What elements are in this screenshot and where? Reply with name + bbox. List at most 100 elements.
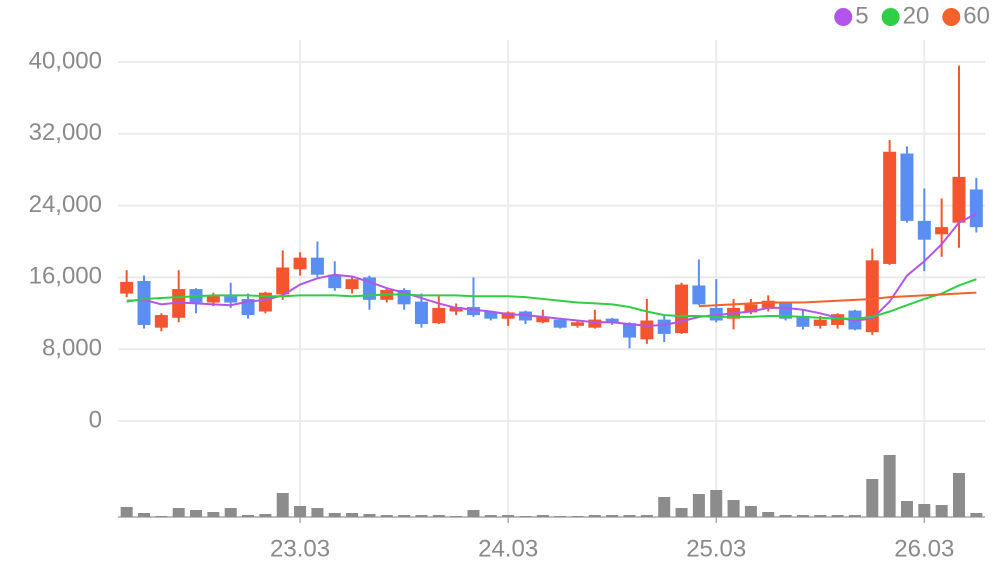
volume-bar <box>796 515 809 517</box>
candle-body <box>675 284 689 334</box>
candle-body <box>900 153 914 221</box>
candle-body <box>553 319 567 328</box>
candle-body <box>588 319 602 328</box>
volume-bar <box>415 515 428 517</box>
volume-bar <box>727 500 740 517</box>
x-tick-label: 23.03 <box>270 535 330 562</box>
candle-body <box>137 280 151 325</box>
volume-bar <box>623 515 636 517</box>
candle-body <box>883 151 897 264</box>
volume-bar <box>294 506 307 517</box>
volume-bar <box>831 515 844 517</box>
ma-line <box>698 291 977 308</box>
volume-bar <box>970 513 983 517</box>
candle-body <box>414 301 428 325</box>
volume-bar <box>588 515 601 517</box>
volume-bar <box>172 508 185 517</box>
candle-body <box>276 267 290 295</box>
y-tick-label: 16,000 <box>29 263 102 290</box>
volume-bar <box>120 507 133 517</box>
volume-bar <box>554 516 567 517</box>
candle-body <box>865 260 879 333</box>
y-tick-label: 8,000 <box>42 335 102 362</box>
candle-body <box>605 318 619 324</box>
candle-body <box>328 274 342 289</box>
volume-bar <box>311 508 324 517</box>
legend-marker <box>942 8 961 26</box>
volume-bar <box>155 516 168 517</box>
volume-bar <box>502 515 515 517</box>
legend-label: 20 <box>903 2 930 29</box>
volume-bar <box>675 508 688 517</box>
volume-bar <box>848 515 861 517</box>
volume-bar <box>640 515 653 517</box>
candle-body <box>449 307 463 312</box>
volume-bar <box>346 513 359 517</box>
volume-bar <box>519 516 532 517</box>
legend-marker <box>834 8 853 26</box>
candle-body <box>657 319 671 334</box>
candle-body <box>154 315 168 328</box>
volume-bar <box>658 497 671 517</box>
y-tick-label: 0 <box>89 406 102 433</box>
volume-bar <box>710 490 723 517</box>
volume-bar <box>536 515 549 517</box>
candle-body <box>796 315 810 327</box>
volume-bar <box>918 504 931 517</box>
ma-line <box>126 212 977 327</box>
candle-body <box>345 279 359 290</box>
volume-bar <box>432 515 445 517</box>
candle-body <box>969 189 983 228</box>
candle-body <box>310 257 324 275</box>
candle-body <box>432 307 446 324</box>
y-tick-label: 32,000 <box>29 119 102 146</box>
volume-bar <box>900 501 913 517</box>
volume-bar <box>190 510 203 517</box>
volume-bar <box>207 512 220 517</box>
x-tick-label: 26.03 <box>894 535 954 562</box>
candle-body <box>258 292 272 312</box>
volume-bar <box>224 508 237 517</box>
volume-bar <box>363 514 376 517</box>
volume-bar <box>762 512 775 517</box>
candle-body <box>293 257 307 270</box>
volume-bar <box>866 479 879 517</box>
volume-bar <box>467 510 480 517</box>
volume-bar <box>779 515 792 517</box>
candle-body <box>952 176 966 223</box>
candle-body <box>744 304 758 313</box>
volume-bar <box>328 513 341 517</box>
volume-bar <box>606 515 619 517</box>
legend-marker <box>881 8 900 26</box>
volume-bar <box>380 515 393 517</box>
candle-body <box>466 307 480 316</box>
volume-bar <box>276 493 289 517</box>
candle-body <box>917 220 931 240</box>
y-tick-label: 24,000 <box>29 191 102 218</box>
volume-bar <box>138 513 151 517</box>
volume-bar <box>814 515 827 517</box>
volume-bar <box>571 516 584 517</box>
candle-body <box>206 295 220 303</box>
candle-body <box>779 302 793 319</box>
candle-body <box>571 322 585 326</box>
candle-body <box>120 281 134 294</box>
volume-bar <box>484 515 497 517</box>
volume-bar <box>935 505 948 517</box>
volume-bar <box>259 514 272 517</box>
candle-body <box>501 312 515 319</box>
volume-bar <box>952 473 965 517</box>
volume-bar <box>692 494 705 517</box>
candle-body <box>692 285 706 305</box>
x-tick-label: 24.03 <box>478 535 538 562</box>
volume-bar <box>883 455 896 517</box>
candle-body <box>484 311 498 319</box>
volume-bar <box>450 516 463 517</box>
ma-line <box>126 278 977 320</box>
x-tick-label: 25.03 <box>686 535 746 562</box>
candle-body <box>935 227 949 235</box>
candle-body <box>813 319 827 326</box>
y-tick-label: 40,000 <box>29 47 102 74</box>
volume-bar <box>242 515 255 517</box>
